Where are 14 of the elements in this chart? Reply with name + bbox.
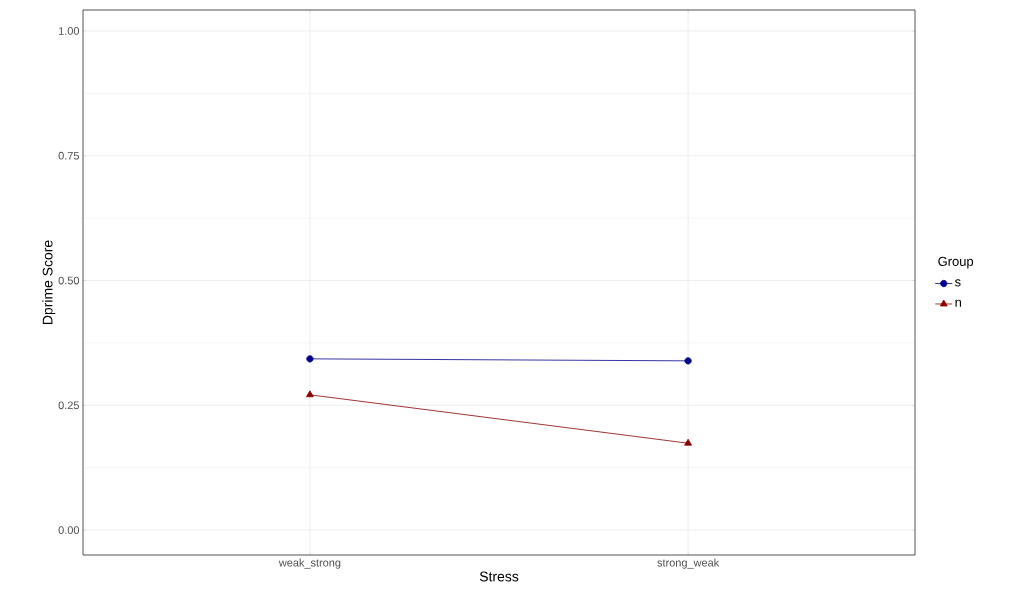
legend-title: Group [938,256,974,269]
y-tick-label: 0.75 [58,151,80,160]
x-tick-label: strong_weak [657,558,720,569]
x-tick-label: weak_strong [278,558,341,569]
point [684,357,692,365]
y-tick-label: 0.00 [58,526,80,534]
x-axis-title: Stress [479,571,519,582]
y-tick-label: 1.00 [58,27,80,35]
y-tick-label: 0.25 [58,401,80,410]
y-axis-title: Dprime Score [42,240,56,324]
point [306,355,314,363]
legend-label: s [955,279,961,287]
y-tick-label: 0.50 [58,276,80,285]
legend-label: n [955,299,961,307]
